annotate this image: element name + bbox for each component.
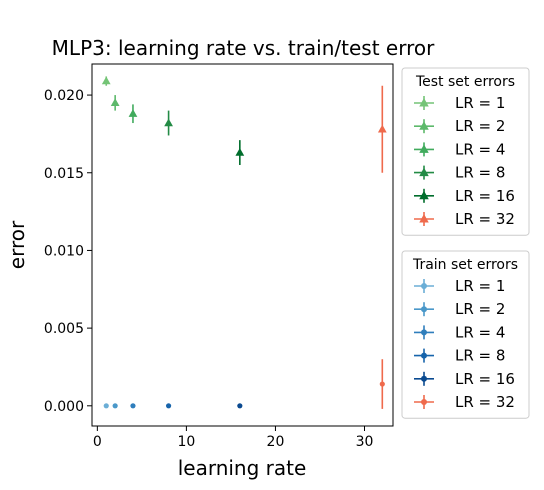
test-point-lr-16 (235, 140, 245, 165)
legend-label: LR = 4 (455, 140, 505, 158)
legend-label: LR = 2 (455, 300, 505, 318)
train-point-lr-8 (165, 403, 172, 409)
train-point-lr-2 (112, 403, 118, 409)
legend-triangle-marker (419, 144, 429, 153)
legend-entry: LR = 4 (414, 323, 505, 341)
triangle-marker (235, 147, 245, 156)
legend-entry: LR = 4 (414, 140, 505, 158)
circle-marker (237, 403, 243, 409)
x-axis-ticks: 0 10 20 30 (93, 426, 374, 450)
legend-circle-marker (421, 329, 427, 336)
legend-circle-marker (421, 399, 427, 405)
data-marks (101, 76, 387, 409)
legend-label: LR = 1 (455, 277, 505, 295)
triangle-marker (101, 76, 111, 85)
triangle-marker (164, 118, 173, 127)
x-axis-label: learning rate (178, 456, 307, 480)
chart-title: MLP3: learning rate vs. train/test error (52, 36, 435, 60)
y-tick-label: 0.010 (44, 243, 84, 259)
y-axis-ticks: 0.000 0.005 0.010 0.015 0.020 (44, 88, 92, 415)
legend-label: LR = 8 (455, 347, 505, 365)
legend-label: LR = 32 (455, 210, 515, 228)
legend-circle-marker (421, 306, 427, 313)
legend-entry: LR = 2 (414, 300, 505, 318)
y-axis-label: error (5, 220, 29, 269)
legend-circle-marker (421, 283, 427, 289)
y-tick-label: 0.020 (44, 88, 84, 104)
triangle-marker (128, 109, 138, 117)
x-tick-label: 0 (93, 434, 102, 450)
legend-circle-marker (421, 375, 427, 382)
y-tick-label: 0.015 (44, 166, 84, 182)
legend-entry: LR = 1 (414, 94, 505, 112)
legend-entry: LR = 32 (414, 393, 515, 411)
train-point-lr-32 (379, 359, 385, 409)
legend-triangle-marker (419, 98, 429, 107)
legend-test-set-errors: Test set errors LR = 1 LR = 2 LR = 4 LR = 8 L… (401, 67, 530, 236)
test-point-lr-2 (110, 95, 120, 111)
circle-marker (130, 403, 136, 409)
test-point-lr-1 (101, 76, 111, 86)
plot-area: 0 10 20 30 0.000 0.005 0.010 0.015 0.020 (44, 63, 394, 450)
legend-title: Train set errors (412, 257, 518, 273)
train-point-lr-4 (130, 403, 136, 409)
legend-entry: LR = 1 (414, 277, 505, 295)
legend-label: LR = 32 (455, 393, 515, 411)
legend-label: LR = 2 (455, 117, 505, 135)
legend-triangle-marker (419, 214, 429, 223)
legend-triangle-marker (419, 190, 429, 200)
legend-entry: LR = 8 (414, 347, 505, 365)
triangle-marker (377, 124, 387, 133)
legend-box (401, 250, 530, 419)
legend-triangle-marker (419, 167, 429, 177)
legend-label: LR = 16 (455, 187, 515, 205)
circle-marker (103, 403, 109, 409)
legend-label: LR = 1 (455, 94, 505, 112)
legend-label: LR = 8 (455, 164, 505, 182)
legend-circle-marker (421, 352, 427, 359)
legend-entry: LR = 8 (414, 164, 505, 182)
circle-marker (112, 403, 118, 409)
legend-entry: LR = 32 (414, 210, 515, 228)
x-tick-label: 20 (267, 434, 285, 450)
triangle-marker (110, 98, 120, 107)
legend-box (401, 67, 530, 236)
legend-train-set-errors: Train set errors LR = 1 LR = 2 LR = 4 LR = 8… (401, 250, 530, 419)
legend-triangle-marker (419, 121, 429, 130)
legend-title: Test set errors (415, 74, 515, 90)
legend-entry: LR = 2 (414, 117, 505, 135)
x-tick-label: 30 (356, 434, 374, 450)
legend-label: LR = 16 (455, 370, 515, 388)
test-point-lr-8 (164, 110, 173, 136)
plot-frame (91, 63, 394, 427)
train-point-lr-1 (103, 403, 109, 409)
test-point-lr-4 (128, 104, 138, 124)
train-point-lr-16 (237, 403, 243, 409)
y-tick-label: 0.005 (44, 321, 84, 337)
circle-marker (165, 403, 172, 409)
circle-marker (379, 381, 385, 387)
legend-entry: LR = 16 (414, 370, 515, 388)
legend-label: LR = 4 (455, 323, 505, 341)
legend-entry: LR = 16 (414, 187, 515, 205)
x-tick-label: 10 (177, 434, 195, 450)
y-tick-label: 0.000 (44, 399, 84, 415)
test-point-lr-32 (377, 85, 387, 173)
